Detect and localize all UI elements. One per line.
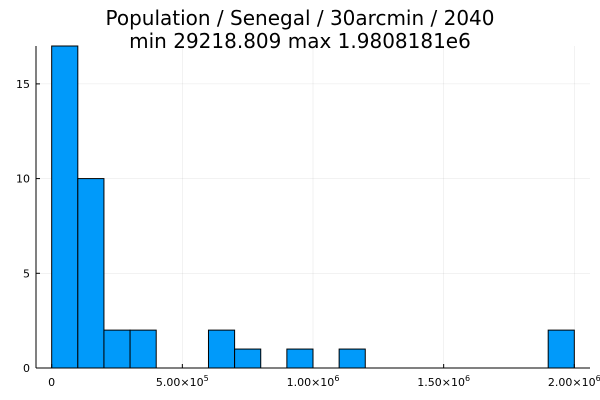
x-tick-label: 2.00×106 — [548, 374, 600, 389]
histogram-bar — [77, 178, 105, 369]
histogram-bar — [103, 329, 131, 369]
tick-labels: 0 5.00×105 1.00×106 1.50×106 2.00×106 0 5 10 15 — [16, 78, 600, 389]
histogram-bar — [207, 329, 236, 369]
grid-lines — [36, 46, 590, 369]
chart-title: Population / Senegal / 30arcmin / 2040 — [105, 6, 495, 30]
histogram-bar — [234, 348, 262, 369]
x-tick-label: 5.00×105 — [156, 374, 209, 389]
y-tick-label: 15 — [16, 78, 30, 91]
y-tick-label: 10 — [16, 173, 30, 186]
x-tick-label: 1.00×106 — [287, 374, 340, 389]
x-tick-label: 1.50×106 — [417, 374, 470, 389]
x-tick-label: 0 — [48, 376, 55, 389]
histogram-bar — [338, 348, 366, 369]
y-tick-label: 0 — [23, 362, 30, 375]
y-tick-label: 5 — [23, 267, 30, 280]
axes — [35, 46, 590, 369]
histogram-bar — [129, 329, 157, 369]
chart-subtitle: min 29218.809 max 1.9808181e6 — [129, 29, 471, 53]
histogram-bar — [51, 45, 79, 369]
histogram-bars — [51, 45, 575, 369]
histogram-bar — [286, 348, 314, 369]
histogram-bar — [547, 329, 575, 369]
